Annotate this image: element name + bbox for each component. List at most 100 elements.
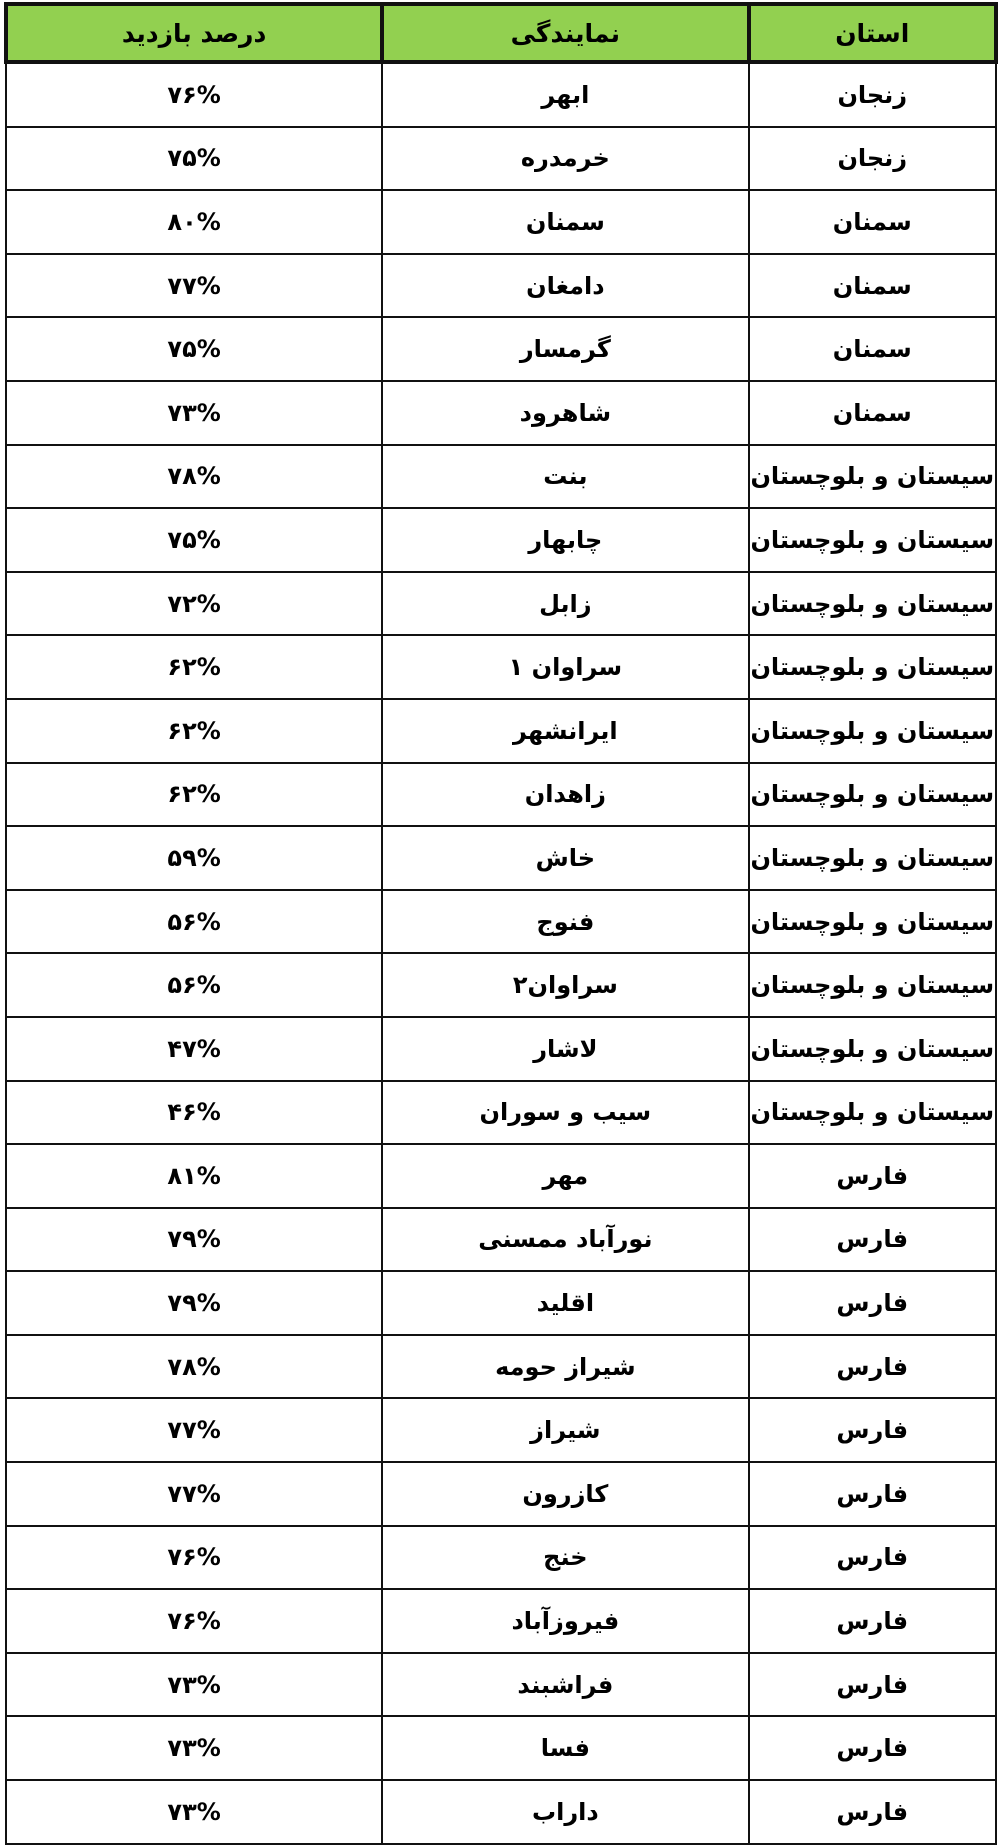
percent-cell: ۶۲%	[4, 634, 384, 700]
percent-cell: ۴۶%	[4, 1079, 384, 1146]
province-cell: سیستان و بلوچستان	[747, 761, 997, 828]
representative-cell: ایرانشهر	[381, 697, 750, 764]
province-cell: فارس	[747, 1461, 997, 1527]
percent-cell: ۴۷%	[4, 1015, 384, 1082]
representative-cell: مهر	[381, 1143, 750, 1209]
percent-cell: ۷۶%	[4, 1524, 384, 1591]
percent-cell: ۷۹%	[4, 1206, 384, 1273]
representative-cell: لاشار	[381, 1015, 750, 1082]
representative-cell: شیراز	[381, 1397, 750, 1464]
header-province: استان	[746, 2, 998, 64]
province-cell: زنجان	[747, 125, 997, 192]
province-cell: فارس	[747, 1524, 997, 1591]
header-representative: نمایندگی	[380, 2, 751, 64]
table-row: سیستان و بلوچستان سراوان ۱ ۶۲%	[4, 634, 997, 700]
table-row: زنجان ابهر ۷۶%	[4, 61, 997, 128]
province-cell: فارس	[747, 1270, 997, 1336]
province-cell: سمنان	[747, 379, 997, 446]
percent-cell: ۷۳%	[4, 1715, 384, 1782]
percent-cell: ۷۵%	[4, 316, 384, 382]
province-cell: سیستان و بلوچستان	[747, 1079, 997, 1146]
representative-cell: ابهر	[381, 61, 750, 128]
representative-cell: خرمدره	[381, 125, 750, 192]
province-cell: زنجان	[747, 61, 997, 128]
province-cell: فارس	[747, 1715, 997, 1782]
percent-cell: ۷۸%	[4, 1333, 384, 1400]
province-cell: فارس	[747, 1588, 997, 1654]
province-cell: سیستان و بلوچستان	[747, 697, 997, 764]
representative-cell: اقلید	[381, 1270, 750, 1336]
percent-cell: ۷۵%	[4, 507, 384, 573]
representative-cell: داراب	[381, 1779, 750, 1845]
table-row: سیستان و بلوچستان ایرانشهر ۶۲%	[4, 697, 997, 764]
province-cell: سیستان و بلوچستان	[747, 634, 997, 700]
representative-cell: چابهار	[381, 507, 750, 573]
table-row: فارس فیروزآباد ۷۶%	[4, 1588, 997, 1654]
province-cell: فارس	[747, 1651, 997, 1718]
province-cell: سمنان	[747, 316, 997, 382]
percent-cell: ۷۲%	[4, 570, 384, 637]
percent-cell: ۸۱%	[4, 1143, 384, 1209]
table-row: فارس داراب ۷۳%	[4, 1779, 997, 1845]
table-row: فارس فسا ۷۳%	[4, 1715, 997, 1782]
table-row: زنجان خرمدره ۷۵%	[4, 125, 997, 192]
representative-cell: فراشبند	[381, 1651, 750, 1718]
percent-cell: ۷۸%	[4, 443, 384, 510]
header-visit-percent: درصد بازدید	[3, 2, 385, 64]
representative-cell: کازرون	[381, 1461, 750, 1527]
province-cell: سیستان و بلوچستان	[747, 1015, 997, 1082]
table-row: سیستان و بلوچستان چابهار ۷۵%	[4, 507, 997, 573]
table-row: سیستان و بلوچستان زابل ۷۲%	[4, 570, 997, 637]
table-row: سیستان و بلوچستان فنوج ۵۶%	[4, 888, 997, 955]
percent-cell: ۵۶%	[4, 888, 384, 955]
province-cell: فارس	[747, 1333, 997, 1400]
representative-cell: گرمسار	[381, 316, 750, 382]
province-cell: سیستان و بلوچستان	[747, 570, 997, 637]
table-row: فارس فراشبند ۷۳%	[4, 1651, 997, 1718]
representative-cell: سراوان۲	[381, 952, 750, 1018]
table-row: فارس نورآباد ممسنی ۷۹%	[4, 1206, 997, 1273]
representative-cell: سراوان ۱	[381, 634, 750, 700]
table-row: سمنان شاهرود ۷۳%	[4, 379, 997, 446]
percent-cell: ۷۷%	[4, 1397, 384, 1464]
representative-cell: دامغان	[381, 252, 750, 319]
representative-cell: فیروزآباد	[381, 1588, 750, 1654]
province-cell: فارس	[747, 1397, 997, 1464]
percent-cell: ۷۳%	[4, 1651, 384, 1718]
representative-cell: زاهدان	[381, 761, 750, 828]
percent-cell: ۷۹%	[4, 1270, 384, 1336]
province-cell: فارس	[747, 1206, 997, 1273]
representative-cell: زابل	[381, 570, 750, 637]
percent-cell: ۷۵%	[4, 125, 384, 192]
percent-cell: ۶۲%	[4, 761, 384, 828]
representative-cell: خاش	[381, 825, 750, 891]
table-row: سیستان و بلوچستان سیب و سوران ۴۶%	[4, 1079, 997, 1146]
representative-cell: فنوج	[381, 888, 750, 955]
province-cell: سیستان و بلوچستان	[747, 888, 997, 955]
table-row: فارس مهر ۸۱%	[4, 1143, 997, 1209]
table-row: سیستان و بلوچستان سراوان۲ ۵۶%	[4, 952, 997, 1018]
table-row: فارس کازرون ۷۷%	[4, 1461, 997, 1527]
province-cell: سیستان و بلوچستان	[747, 507, 997, 573]
province-cell: سمنان	[747, 252, 997, 319]
province-cell: فارس	[747, 1143, 997, 1209]
percent-cell: ۷۶%	[4, 61, 384, 128]
table-row: سیستان و بلوچستان لاشار ۴۷%	[4, 1015, 997, 1082]
percent-cell: ۵۶%	[4, 952, 384, 1018]
table-row: سیستان و بلوچستان زاهدان ۶۲%	[4, 761, 997, 828]
percent-cell: ۷۷%	[4, 252, 384, 319]
percent-cell: ۷۳%	[4, 1779, 384, 1845]
table-row: سیستان و بلوچستان بنت ۷۸%	[4, 443, 997, 510]
table-row: سمنان سمنان ۸۰%	[4, 189, 997, 255]
table-row: فارس شیراز ۷۷%	[4, 1397, 997, 1464]
representative-cell: سیب و سوران	[381, 1079, 750, 1146]
representative-cell: شاهرود	[381, 379, 750, 446]
province-cell: فارس	[747, 1779, 997, 1845]
province-cell: سیستان و بلوچستان	[747, 443, 997, 510]
table-row: سمنان گرمسار ۷۵%	[4, 316, 997, 382]
representative-cell: فسا	[381, 1715, 750, 1782]
visit-percent-table: استان نمایندگی درصد بازدید زنجان ابهر ۷۶% ز…	[3, 2, 998, 1845]
table-row: فارس شیراز حومه ۷۸%	[4, 1333, 997, 1400]
province-cell: سیستان و بلوچستان	[747, 825, 997, 891]
table-row: سیستان و بلوچستان خاش ۵۹%	[4, 825, 997, 891]
